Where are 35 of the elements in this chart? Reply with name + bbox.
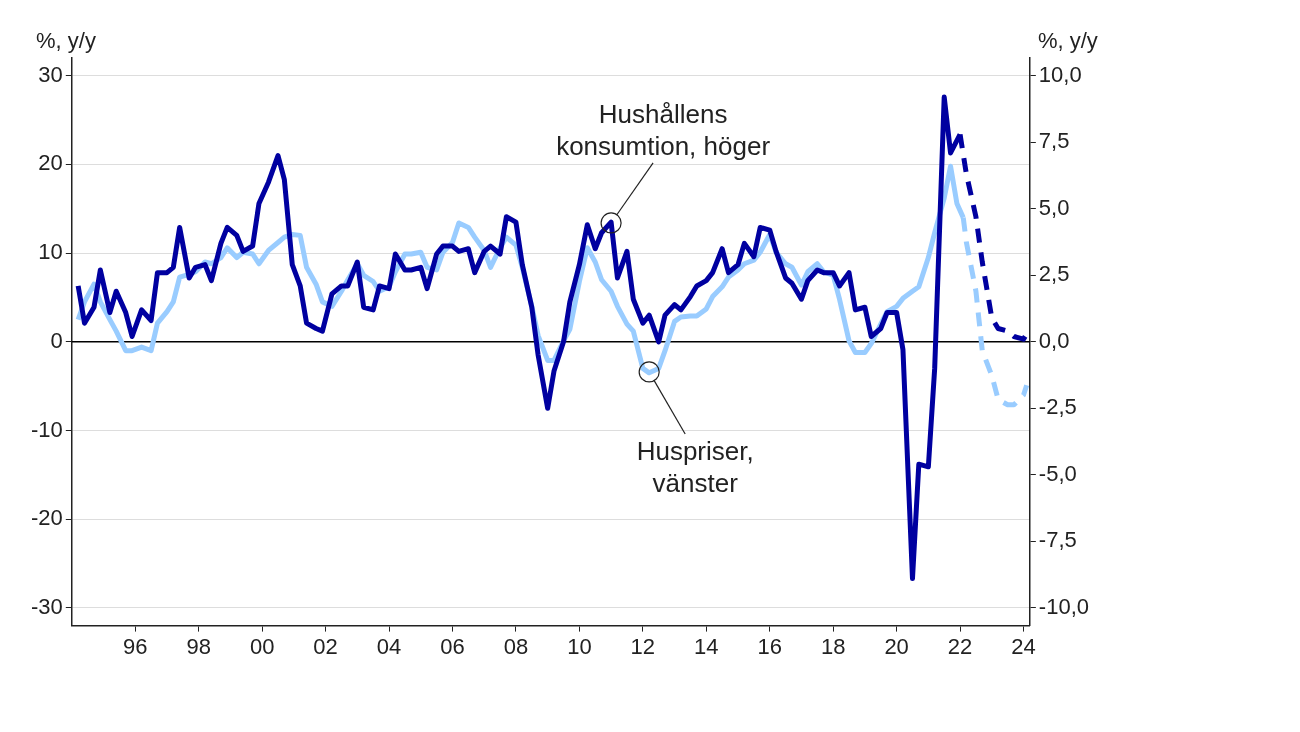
x-tick-label: 10 [567,633,592,659]
x-tick-label: 06 [440,633,465,659]
y2-tick-label: -5,0 [1038,460,1077,486]
x-tick-label: 12 [630,633,656,659]
y2-tick-label: -7,5 [1038,527,1077,553]
y-tick-label: 0 [50,327,63,353]
y2-tick-label: 2,5 [1038,261,1070,287]
annotation: Huspriser, vänster [636,435,754,498]
y-tick-label: -30 [31,593,63,619]
y2-tick-label: -2,5 [1038,394,1077,420]
x-tick-label: 16 [757,633,782,659]
y-tick-label: -10 [31,416,63,442]
y2-tick-label: 5,0 [1038,194,1070,220]
x-tick-label: 98 [186,633,211,659]
x-tick-label: 24 [1011,633,1036,659]
y-tick-label: 20 [38,150,63,176]
x-tick-label: 08 [503,633,529,659]
x-tick-label: 96 [123,633,148,659]
x-tick-label: 00 [249,633,275,659]
x-tick-label: 04 [376,633,402,659]
y-tick-label: -20 [31,505,63,531]
x-tick-label: 22 [947,633,973,659]
y2-tick-label: 7,5 [1038,128,1070,154]
x-tick-label: 18 [820,633,846,659]
x-tick-label: 02 [313,633,338,659]
x-tick-label: 20 [884,633,909,659]
y2-axis-title: %, y/y [1037,28,1098,53]
y2-tick-label: -10,0 [1038,593,1090,619]
y-tick-label: 30 [38,61,63,87]
y2-tick-label: 0,0 [1038,327,1070,353]
y-axis-title: %, y/y [36,28,96,53]
annotation: Hushållens konsumtion, höger [556,98,771,161]
y-tick-label: 10 [38,239,63,265]
x-tick-label: 14 [694,633,719,659]
y2-tick-label: 10,0 [1038,61,1082,87]
